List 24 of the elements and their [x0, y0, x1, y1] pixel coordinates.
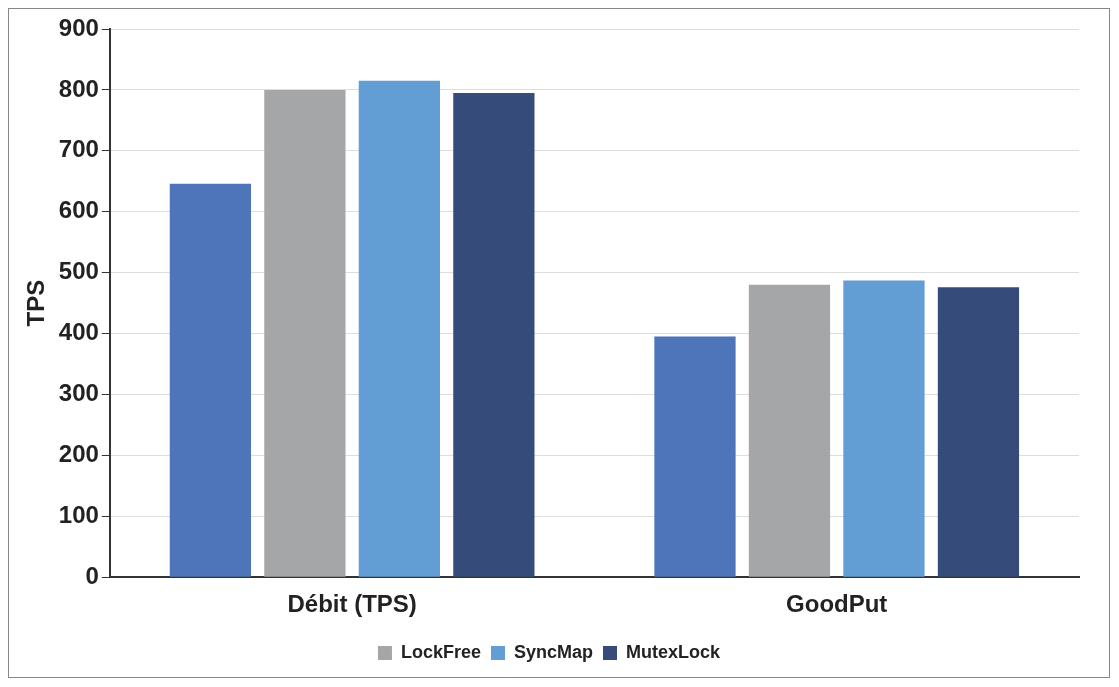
y-tick-label: 900	[58, 13, 99, 41]
bar	[843, 280, 925, 577]
legend-label: MutexLock	[626, 641, 722, 662]
y-tick-label: 600	[58, 196, 99, 224]
bar	[654, 336, 736, 577]
y-tick-label: 0	[85, 561, 99, 589]
bar	[358, 80, 441, 577]
y-tick-label: 300	[58, 379, 99, 407]
y-axis-title: TPS	[22, 279, 50, 327]
bar	[937, 287, 1020, 577]
bar	[169, 183, 252, 577]
y-tick-label: 500	[58, 257, 99, 285]
x-tick-label: GoodPut	[786, 590, 888, 618]
y-tick-label: 100	[58, 500, 99, 528]
y-tick-label: 200	[58, 440, 99, 467]
y-tick-label: 800	[58, 74, 99, 102]
x-tick-label: Débit (TPS)	[287, 590, 417, 618]
legend-label: LockFree	[400, 641, 482, 662]
bar	[453, 92, 535, 577]
bar	[264, 89, 346, 577]
legend-label: SyncMap	[514, 641, 594, 662]
bar	[748, 284, 831, 577]
y-tick-label: 700	[58, 135, 99, 163]
y-tick-label: 400	[58, 318, 99, 346]
